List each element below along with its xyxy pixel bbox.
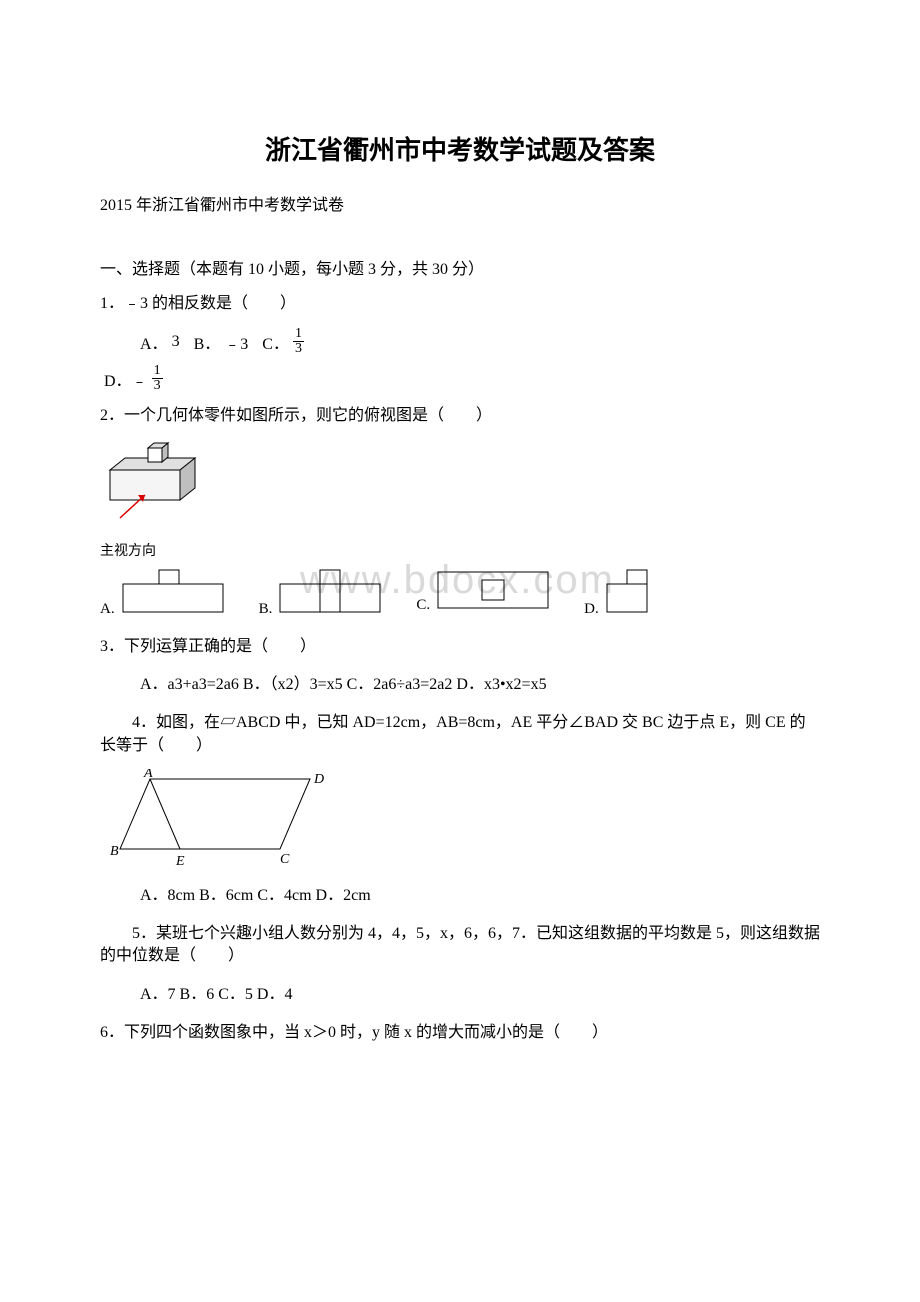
fraction-icon: 13 xyxy=(152,364,163,393)
vertex-c-label: C xyxy=(280,852,290,867)
q4-text: 4．如图，在▱ABCD 中，已知 AD=12cm，AB=8cm，AE 平分∠BA… xyxy=(100,712,820,757)
q6-text: 6．下列四个函数图象中，当 x＞0 时，y 随 x 的增大而减小的是（ ） xyxy=(100,1022,820,1044)
q2-c-label: C. xyxy=(416,597,430,614)
solid-3d-icon xyxy=(100,440,220,540)
vertex-d-label: D xyxy=(313,772,324,787)
fraction-icon: 13 xyxy=(293,327,304,356)
q2-option-d: D. xyxy=(584,568,653,618)
q1-text: 1．﹣3 的相反数是（ ） xyxy=(100,293,820,315)
q1-d-label: D．﹣ xyxy=(104,367,148,391)
q1-a-value: 3 xyxy=(172,333,180,351)
q4-figure: A D B E C xyxy=(110,769,820,869)
top-view-b-icon xyxy=(276,568,386,618)
page-container: 浙江省衢州市中考数学试题及答案 2015 年浙江省衢州市中考数学试卷 一、选择题… xyxy=(0,0,920,1116)
subtitle: 2015 年浙江省衢州市中考数学试卷 xyxy=(100,191,820,215)
q2-a-label: A. xyxy=(100,601,115,618)
q1-c-label: C． xyxy=(262,330,289,354)
top-view-c-icon xyxy=(434,568,554,614)
section-header: 一、选择题（本题有 10 小题，每小题 3 分，共 30 分） xyxy=(100,255,820,279)
q1-options-line2: D．﹣ 13 xyxy=(100,364,820,393)
vertex-e-label: E xyxy=(175,854,185,869)
q2-d-label: D. xyxy=(584,601,599,618)
main-title: 浙江省衢州市中考数学试题及答案 xyxy=(100,130,820,167)
q5-options: A．7 B．6 C．5 D．4 xyxy=(100,980,820,1004)
parallelogram-icon: A D B E C xyxy=(110,769,340,869)
q2-option-a: A. xyxy=(100,568,229,618)
vertex-b-label: B xyxy=(110,844,119,859)
view-direction-label: 主视方向 xyxy=(100,540,820,560)
q2-b-label: B. xyxy=(259,601,273,618)
top-view-a-icon xyxy=(119,568,229,618)
q2-option-b: B. xyxy=(259,568,387,618)
q1-options-line1: A． 3 B． ﹣3 C． 13 xyxy=(100,327,820,356)
q1-a-label: A． xyxy=(140,330,168,354)
q2-figure: 主视方向 xyxy=(100,440,820,560)
q1-b-label: B． xyxy=(194,330,221,354)
q1-options: A． 3 B． ﹣3 C． 13 D．﹣ 13 xyxy=(100,327,820,393)
q5-text: 5．某班七个兴趣小组人数分别为 4，4，5，x，6，6，7．已知这组数据的平均数… xyxy=(100,923,820,968)
top-view-d-icon xyxy=(603,568,653,618)
q1-b-value: ﹣3 xyxy=(224,330,248,354)
q2-option-c: C. xyxy=(416,568,554,614)
q3-text: 3．下列运算正确的是（ ） xyxy=(100,636,820,658)
q4-options: A．8cm B．6cm C．4cm D．2cm xyxy=(100,881,820,905)
q2-options: www.bdocx.com A. B. xyxy=(100,568,820,618)
q3-options: A．a3+a3=2a6 B．（x2）3=x5 C．2a6÷a3=2a2 D．x3… xyxy=(100,670,820,694)
q2-text: 2．一个几何体零件如图所示，则它的俯视图是（ ） xyxy=(100,405,820,427)
vertex-a-label: A xyxy=(143,769,153,781)
